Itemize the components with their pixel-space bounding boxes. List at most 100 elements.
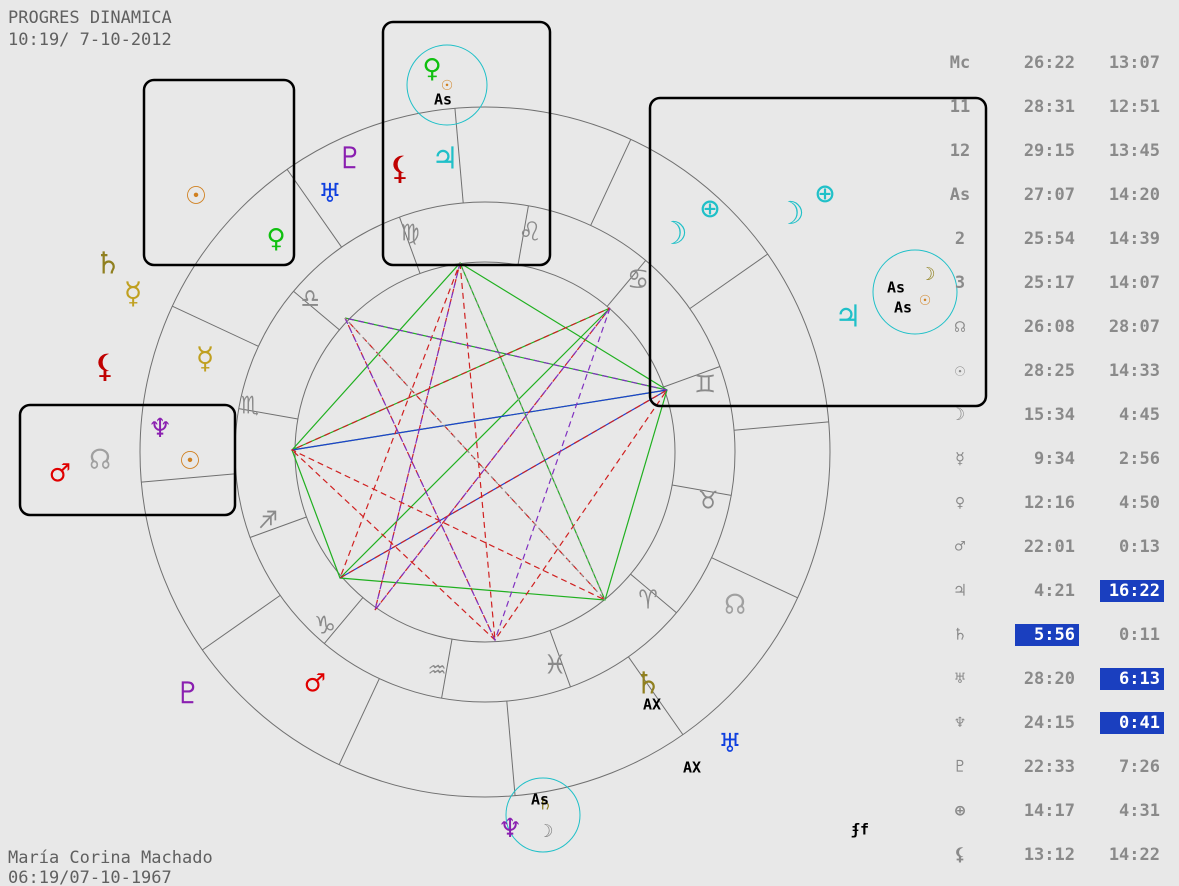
planet-glyph: ☽ <box>785 194 804 232</box>
zodiac-sign: ♑ <box>316 607 334 642</box>
house-line <box>323 597 364 644</box>
row-dyn: 6:13 <box>1119 669 1160 689</box>
house-line <box>141 473 236 483</box>
row-dyn: 4:45 <box>1119 405 1160 425</box>
chart-label: As <box>894 299 912 317</box>
row-pos: 14:17 <box>1024 801 1075 821</box>
zodiac-sign: ♊ <box>696 366 714 401</box>
row-pos: 13:12 <box>1024 845 1075 865</box>
zodiac-sign: ♋ <box>629 262 647 297</box>
row-pos: 28:25 <box>1024 361 1075 381</box>
row-label: ♄ <box>955 625 965 645</box>
planet-glyph: ♄ <box>540 794 551 815</box>
row-dyn: 13:07 <box>1109 53 1160 73</box>
planet-glyph: ☽ <box>543 821 554 842</box>
planet-glyph: ☽ <box>668 214 687 252</box>
row-dyn: 13:45 <box>1109 141 1160 161</box>
planet-glyph: ♃ <box>838 297 857 335</box>
name: María Corina Machado <box>8 848 213 868</box>
zodiac-sign: ♏ <box>241 387 259 422</box>
zodiac-sign: ♓ <box>546 647 564 682</box>
chart-label: AX <box>683 759 701 777</box>
planet-glyph: ♄ <box>98 244 117 282</box>
house-line <box>549 630 571 688</box>
row-label: 2 <box>955 229 965 249</box>
row-label: ⚸ <box>954 845 966 865</box>
house-line <box>689 253 768 310</box>
house-line <box>517 205 529 265</box>
row-dyn: 14:07 <box>1109 273 1160 293</box>
house-line <box>238 408 298 420</box>
planet-glyph: ♀ <box>422 49 441 87</box>
row-label: ☿ <box>955 449 965 469</box>
row-pos: 25:17 <box>1024 273 1075 293</box>
row-dyn: 28:07 <box>1109 317 1160 337</box>
planet-glyph: ♂ <box>305 664 324 702</box>
chart-label: As <box>531 791 549 809</box>
highlight <box>1100 712 1164 734</box>
house-line <box>663 366 721 388</box>
row-dyn: 14:33 <box>1109 361 1160 381</box>
planet-glyph: ♆ <box>500 809 519 847</box>
row-pos: 15:34 <box>1024 405 1075 425</box>
row-dyn: 0:41 <box>1119 713 1160 733</box>
row-pos: 24:15 <box>1024 713 1075 733</box>
row-dyn: 14:22 <box>1109 845 1160 865</box>
house-line <box>441 639 453 699</box>
planet-glyph: ♆ <box>150 409 169 447</box>
row-label: ♅ <box>955 669 966 689</box>
row-dyn: 0:11 <box>1119 625 1160 645</box>
aspects <box>290 261 668 642</box>
row-dyn: 4:31 <box>1119 801 1160 821</box>
row-label: 3 <box>955 273 965 293</box>
row-label: ♀ <box>955 493 965 513</box>
row-label: 11 <box>950 97 970 117</box>
planet-glyph: ⚸ <box>388 149 411 187</box>
planet-glyph: ☉ <box>186 174 205 212</box>
row-label: ☽ <box>955 405 965 425</box>
row-pos: 28:20 <box>1024 669 1075 689</box>
planet-glyph: ♇ <box>340 139 359 177</box>
birth-date: 06:19/07-10-1967 <box>8 868 172 886</box>
row-label: ♂ <box>955 537 966 557</box>
row-dyn: 14:20 <box>1109 185 1160 205</box>
house-line <box>630 573 677 614</box>
zodiac-sign: ♒ <box>428 652 446 687</box>
row-label: As <box>950 185 970 205</box>
row-pos: 26:08 <box>1024 317 1075 337</box>
house-line <box>711 557 798 599</box>
chart-label: AX <box>643 696 661 714</box>
row-pos: 12:16 <box>1024 493 1075 513</box>
zodiac-sign: ♍ <box>401 214 419 249</box>
row-pos: 22:33 <box>1024 757 1075 777</box>
row-label: ♆ <box>955 713 965 733</box>
planet-glyph: ☿ <box>195 339 214 377</box>
house-line <box>172 305 259 347</box>
planet-glyph: ☉ <box>920 289 931 310</box>
planet-glyph: ♄ <box>638 664 657 702</box>
planet-glyph: ⊕ <box>815 174 834 212</box>
row-pos: 25:54 <box>1024 229 1075 249</box>
zodiac-sign: ♎ <box>301 282 319 317</box>
boxes <box>18 20 988 853</box>
planet-glyph: ♃ <box>435 139 454 177</box>
row-pos: 9:34 <box>1034 449 1075 469</box>
planet-glyph: ⊕ <box>700 189 719 227</box>
highlight <box>1100 580 1164 602</box>
house-line <box>286 169 343 248</box>
planet-glyph: ♀ <box>266 219 285 257</box>
row-label: ♇ <box>955 757 965 777</box>
planet-glyph: ☽ <box>925 264 936 285</box>
planet-glyph: ♅ <box>720 724 739 762</box>
house-line <box>293 290 340 331</box>
house-line <box>734 421 829 431</box>
row-pos: 27:07 <box>1024 185 1075 205</box>
zodiac-sign: ♉ <box>699 482 717 517</box>
planet-glyph: ♂ <box>50 454 69 492</box>
highlight <box>1100 668 1164 690</box>
planet-glyph: ☊ <box>90 439 110 477</box>
planet-glyph: ☊ <box>725 584 745 622</box>
title: PROGRES DINAMICA <box>8 8 172 28</box>
zodiac-sign: ♐ <box>259 502 277 537</box>
